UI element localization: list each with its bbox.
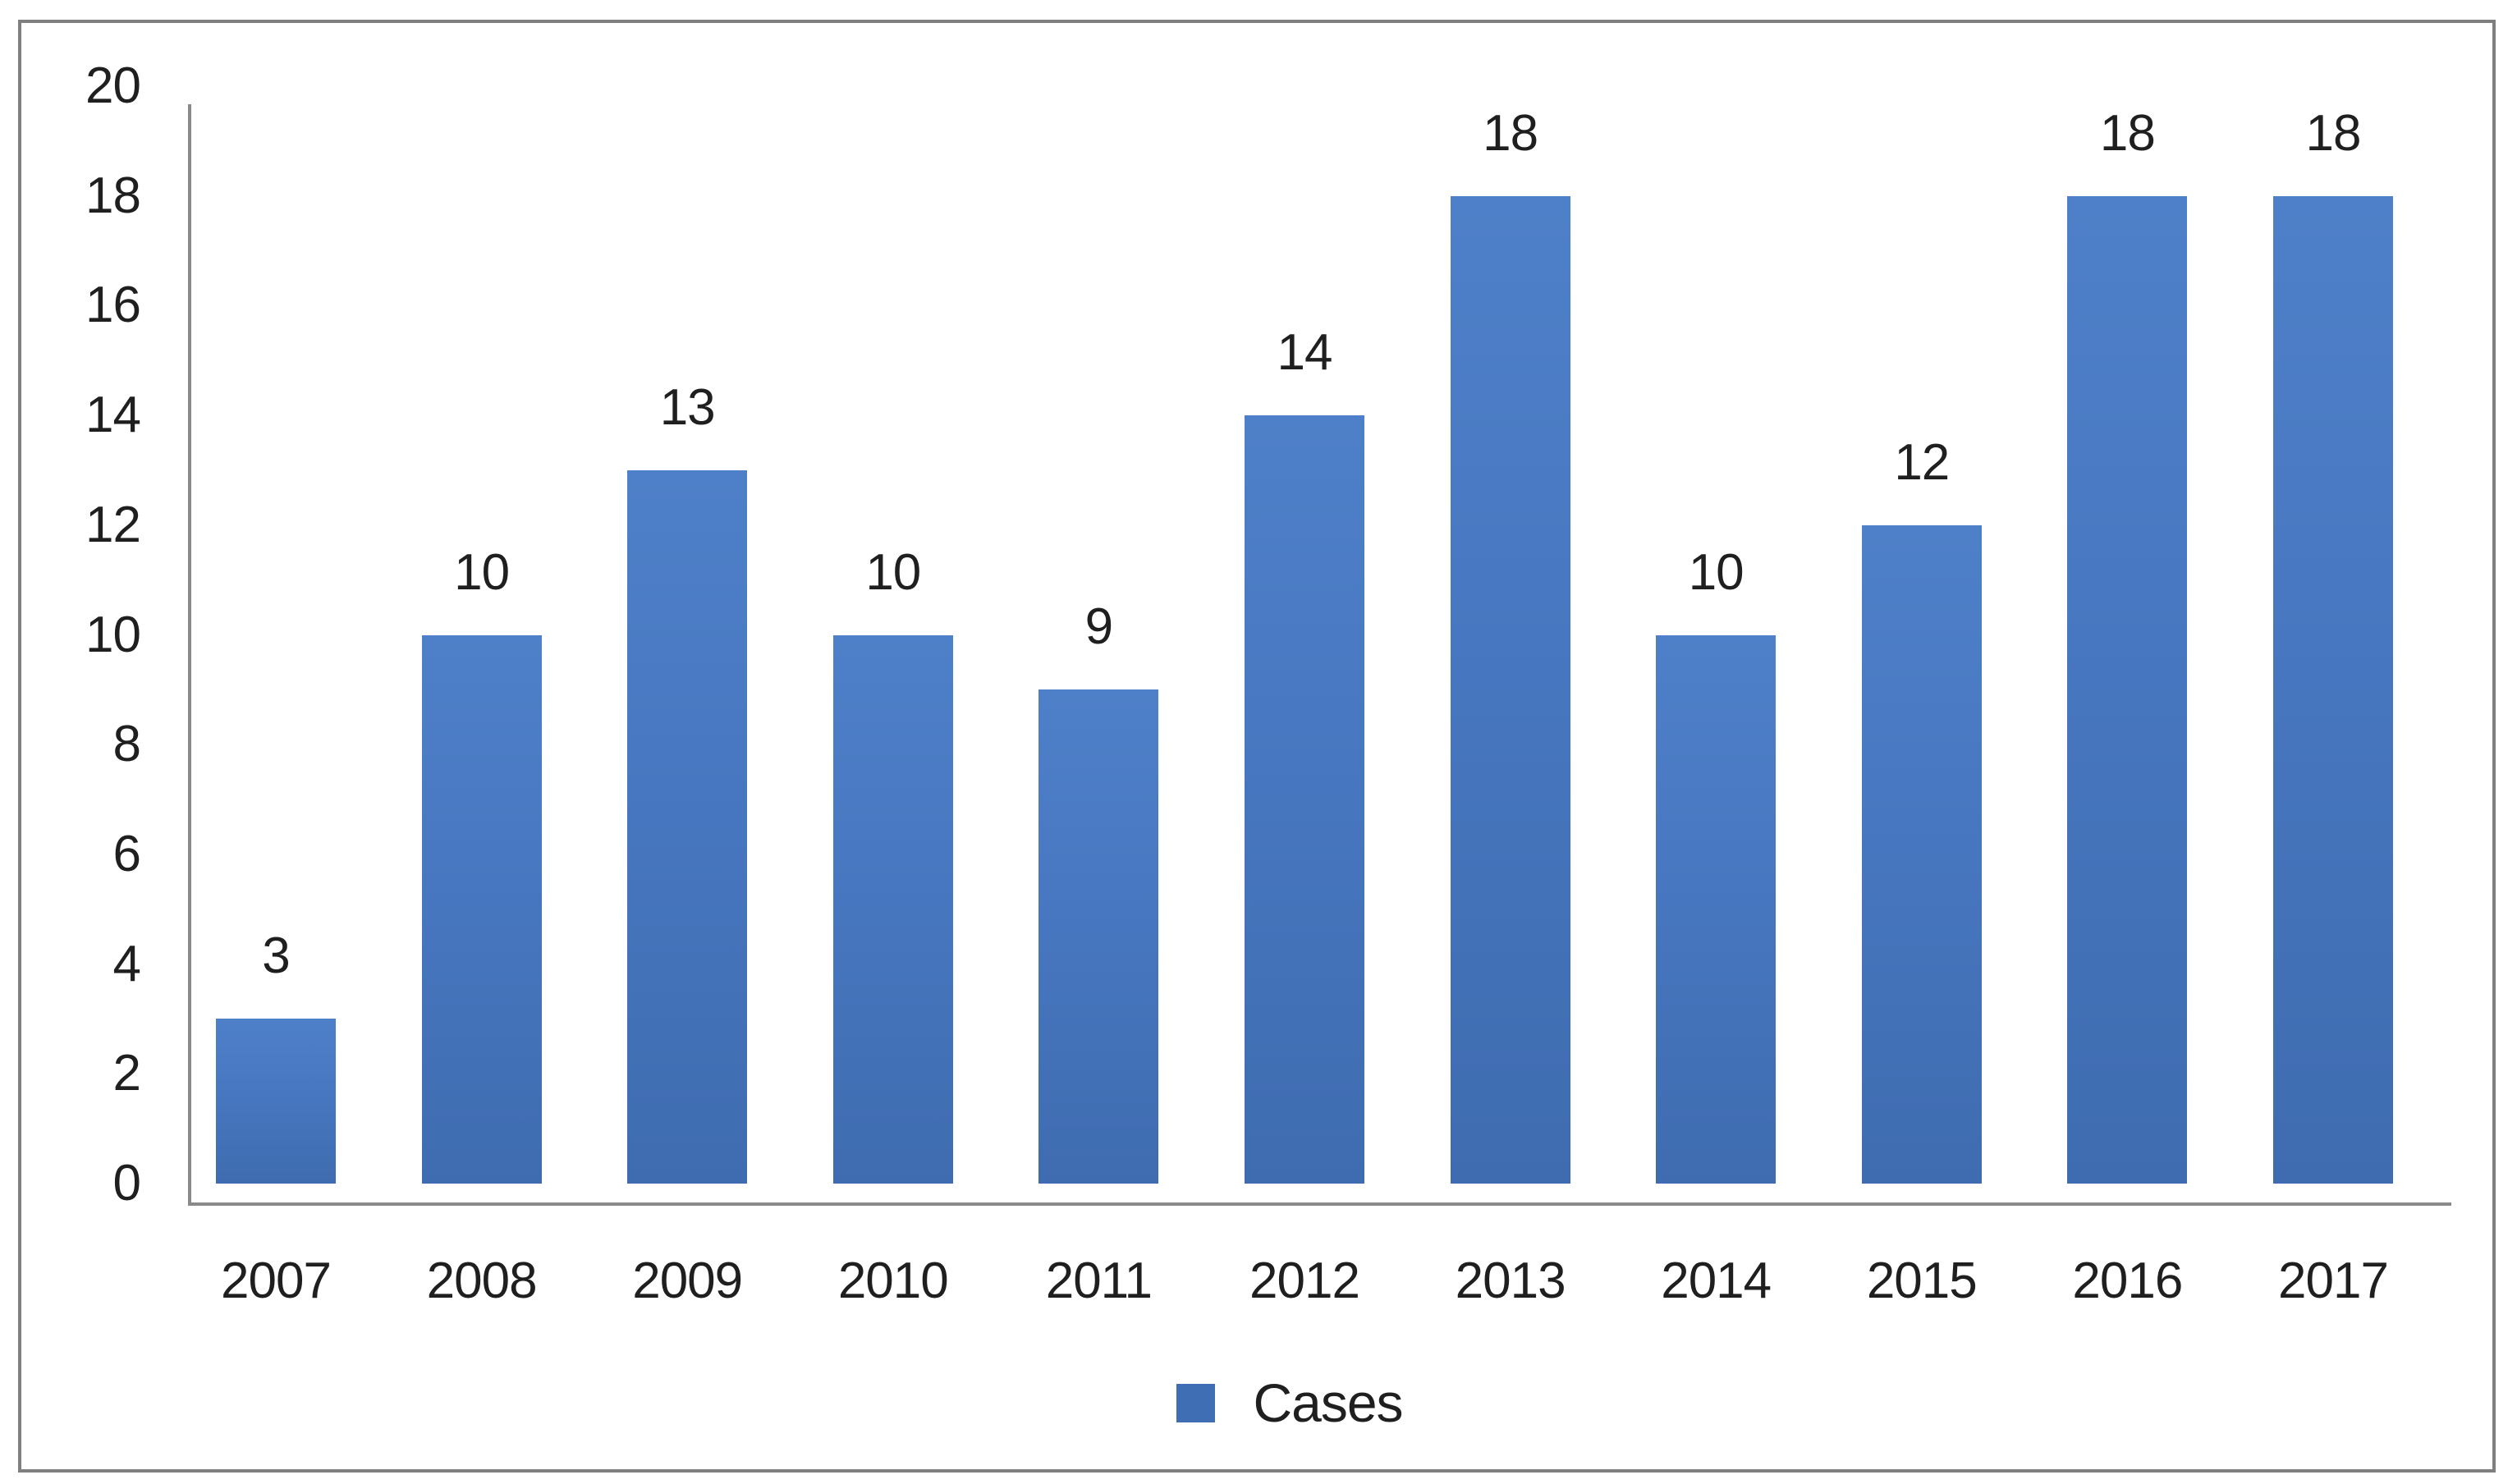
y-tick-label-2: 2 xyxy=(112,1045,141,1102)
x-tick-label-2010: 2010 xyxy=(837,1253,949,1309)
data-label-2015: 12 xyxy=(1894,433,1950,491)
y-tick-label-18: 18 xyxy=(85,167,141,224)
y-tick-label-20: 20 xyxy=(85,57,141,114)
data-label-2013: 18 xyxy=(1483,104,1538,162)
x-axis-line xyxy=(188,1202,2451,1206)
x-tick-label-2014: 2014 xyxy=(1661,1253,1772,1309)
y-tick-label-16: 16 xyxy=(85,277,141,334)
legend: Cases xyxy=(54,1376,2517,1430)
bar-2010 xyxy=(832,634,953,1184)
data-label-2008: 10 xyxy=(454,543,510,601)
x-tick-label-2013: 2013 xyxy=(1455,1253,1566,1309)
y-tick-label-6: 6 xyxy=(112,825,141,882)
data-label-2014: 10 xyxy=(1688,543,1744,601)
bar-2012 xyxy=(1245,415,1364,1184)
bar-2009 xyxy=(627,469,748,1184)
bar-2015 xyxy=(1861,524,1982,1184)
data-label-2009: 13 xyxy=(659,378,716,436)
x-tick-label-2011: 2011 xyxy=(1045,1253,1153,1309)
x-tick-label-2009: 2009 xyxy=(632,1253,743,1309)
bar-2007 xyxy=(216,1019,336,1184)
bar-2013 xyxy=(1450,195,1570,1184)
bar-2011 xyxy=(1038,689,1159,1184)
bar-2017 xyxy=(2273,195,2393,1184)
y-tick-label-10: 10 xyxy=(85,606,141,663)
y-tick-label-14: 14 xyxy=(85,387,141,444)
legend-swatch-cases xyxy=(1176,1383,1216,1422)
x-tick-label-2008: 2008 xyxy=(426,1253,538,1309)
data-label-2012: 14 xyxy=(1277,324,1333,382)
figure-border: 0 2 4 6 8 10 12 14 16 18 20 3 10 13 10 9 14 18 10 12 18 18 2… xyxy=(18,20,2496,1473)
bar-2016 xyxy=(2067,195,2188,1184)
data-label-2016: 18 xyxy=(2099,104,2156,162)
y-axis-line xyxy=(188,104,191,1205)
x-tick-label-2007: 2007 xyxy=(221,1253,332,1309)
y-tick-label-12: 12 xyxy=(85,496,141,553)
bar-2014 xyxy=(1656,634,1777,1184)
x-tick-label-2015: 2015 xyxy=(1866,1253,1978,1309)
x-tick-label-2017: 2017 xyxy=(2278,1253,2389,1309)
bar-2008 xyxy=(421,634,542,1184)
data-label-2010: 10 xyxy=(865,543,921,601)
data-label-2011: 9 xyxy=(1084,598,1113,656)
y-tick-label-4: 4 xyxy=(112,935,141,992)
y-tick-label-8: 8 xyxy=(112,716,141,773)
x-tick-label-2016: 2016 xyxy=(2072,1253,2183,1309)
data-label-2007: 3 xyxy=(262,928,290,985)
y-tick-label-0: 0 xyxy=(112,1155,141,1211)
x-tick-label-2012: 2012 xyxy=(1249,1253,1360,1309)
data-label-2017: 18 xyxy=(2305,104,2362,162)
legend-label: Cases xyxy=(1253,1372,1403,1433)
